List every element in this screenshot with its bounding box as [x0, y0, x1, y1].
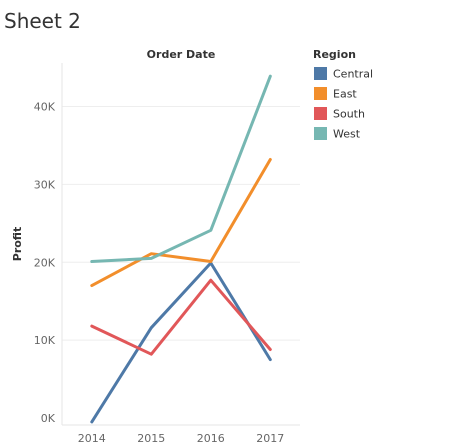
- y-axis-title: Profit: [11, 227, 24, 261]
- legend-label[interactable]: South: [333, 108, 365, 121]
- sheet-title: Sheet 2: [4, 9, 81, 33]
- x-tick-label: 2015: [137, 432, 165, 445]
- gridlines: [62, 106, 300, 341]
- legend-label[interactable]: Central: [333, 68, 373, 81]
- y-axis-ticks: 0K 10K 20K 30K 40K: [34, 101, 56, 425]
- series-line-south[interactable]: [90, 278, 272, 356]
- x-tick-label: 2014: [78, 432, 106, 445]
- x-tick-label: 2016: [197, 432, 225, 445]
- y-tick-label: 0K: [41, 412, 56, 425]
- series-lines: [90, 74, 272, 424]
- legend-label[interactable]: East: [333, 88, 357, 101]
- legend-items: Central East South West: [314, 67, 373, 141]
- y-tick-label: 10K: [34, 334, 56, 347]
- legend-swatch-east: [314, 87, 327, 100]
- legend: Region Central East South West: [313, 48, 373, 141]
- legend-title: Region: [313, 48, 356, 61]
- series-line-central[interactable]: [90, 261, 272, 424]
- column-header: Order Date: [147, 48, 216, 61]
- legend-swatch-central: [314, 67, 327, 80]
- legend-swatch-south: [314, 107, 327, 120]
- legend-swatch-west: [314, 127, 327, 140]
- series-line-east[interactable]: [90, 158, 272, 288]
- y-tick-label: 20K: [34, 256, 56, 269]
- y-tick-label: 40K: [34, 101, 56, 114]
- x-axis-ticks: 2014 2015 2016 2017: [78, 432, 285, 445]
- plot-area: 0K 10K 20K 30K 40K 2014 2015 2016 2017: [34, 63, 300, 445]
- y-tick-label: 30K: [34, 178, 56, 191]
- legend-label[interactable]: West: [333, 128, 361, 141]
- series-line-west[interactable]: [90, 74, 272, 263]
- x-tick-label: 2017: [256, 432, 284, 445]
